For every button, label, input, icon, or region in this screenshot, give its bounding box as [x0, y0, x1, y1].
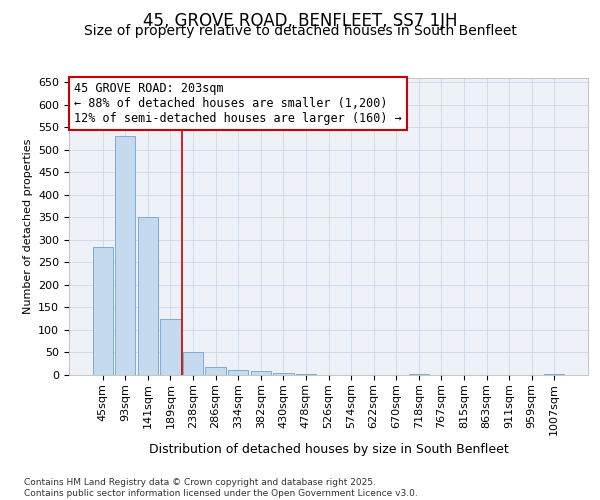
Text: 45 GROVE ROAD: 203sqm
← 88% of detached houses are smaller (1,200)
12% of semi-d: 45 GROVE ROAD: 203sqm ← 88% of detached …	[74, 82, 402, 125]
Text: 45, GROVE ROAD, BENFLEET, SS7 1JH: 45, GROVE ROAD, BENFLEET, SS7 1JH	[143, 12, 457, 30]
Y-axis label: Number of detached properties: Number of detached properties	[23, 138, 32, 314]
Text: Contains HM Land Registry data © Crown copyright and database right 2025.
Contai: Contains HM Land Registry data © Crown c…	[24, 478, 418, 498]
Bar	[296, 374, 316, 375]
Bar	[409, 374, 429, 375]
X-axis label: Distribution of detached houses by size in South Benfleet: Distribution of detached houses by size …	[149, 443, 508, 456]
Bar	[273, 372, 293, 375]
Bar	[92, 246, 113, 375]
Text: Size of property relative to detached houses in South Benfleet: Size of property relative to detached ho…	[83, 24, 517, 38]
Bar	[205, 367, 226, 375]
Bar	[160, 318, 181, 375]
Bar	[251, 372, 271, 375]
Bar	[115, 136, 136, 375]
Bar	[183, 352, 203, 375]
Bar	[228, 370, 248, 375]
Bar	[138, 217, 158, 375]
Bar	[544, 374, 565, 375]
